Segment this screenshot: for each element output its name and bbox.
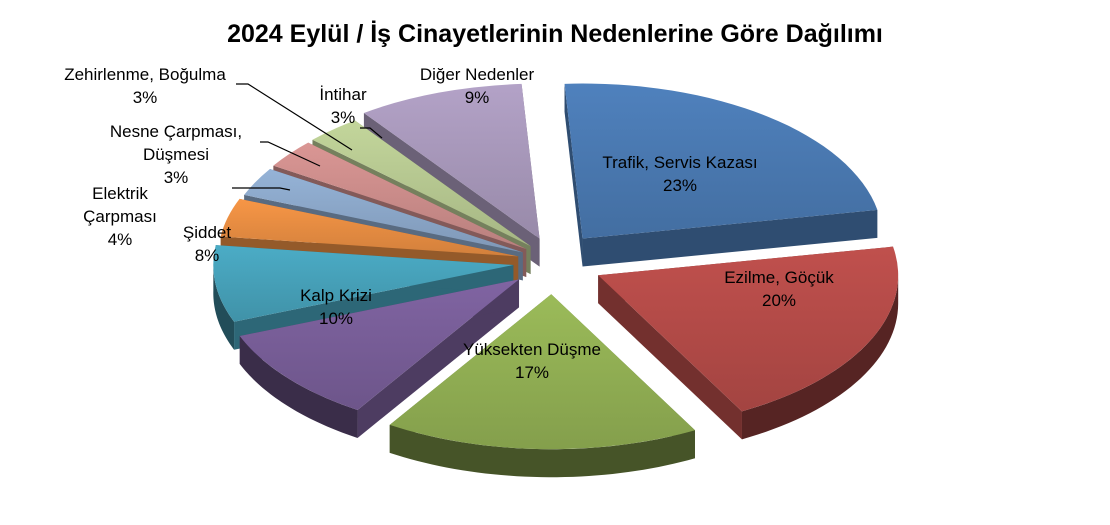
slice-label: Diğer Nedenler 9% [420,65,535,107]
slice-top [213,245,514,322]
pie-slice [239,279,520,438]
slice-label: Ezilme, Göçük 20% [724,268,834,310]
slice-top [244,168,523,253]
slice-top [564,83,878,239]
pie-slice [598,246,899,440]
slice-wall [582,209,878,267]
slice-side [741,275,899,440]
slice-label: Elektrik Çarpması 4% [83,184,157,249]
slice-top [220,198,519,257]
slice-label: Şiddet 8% [183,223,231,265]
chart-title: 2024 Eylül / İş Cinayetlerinin Nedenleri… [227,20,883,48]
leader-line [232,187,291,191]
slice-label: Yüksekten Düşme 17% [463,340,601,382]
slice-label: Trafik, Servis Kazası 23% [602,153,757,195]
leader-line [236,83,353,151]
slice-side [213,262,235,350]
slice-side [389,424,696,478]
slice-wall [564,83,583,267]
pie-slice [564,83,878,267]
leader-line [360,127,383,139]
slice-wall [598,275,742,440]
slice-top [363,83,540,239]
slice-top [598,246,899,412]
slice-top [312,120,531,247]
slice-side [239,335,358,438]
slice-label: Nesne Çarpması, Düşmesi 3% [110,122,242,187]
pie-slice [389,294,696,478]
slice-top [389,294,696,450]
slice-label: Zehirlenme, Boğulma 3% [64,65,226,107]
slice-wall [357,279,520,438]
leader-line [260,141,321,167]
slice-label: İntihar 3% [319,85,367,127]
slice-top [273,142,527,250]
slice-top [239,279,520,410]
slice-label: Kalp Krizi 10% [300,286,372,328]
